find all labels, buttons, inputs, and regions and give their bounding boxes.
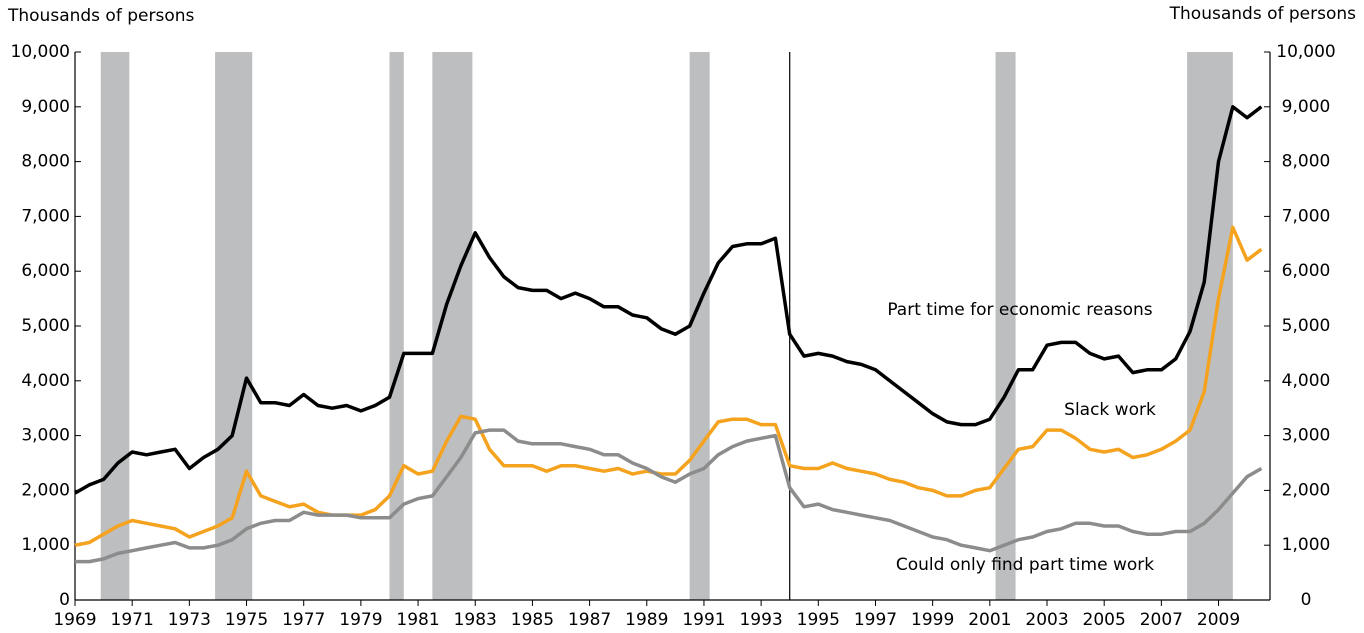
x-tick-label: 1989 <box>625 610 668 630</box>
x-tick-label: 1983 <box>454 610 497 630</box>
recession-band <box>432 52 473 600</box>
y-tick-label: 6,000 <box>21 261 70 281</box>
x-tick-label: 2009 <box>1197 610 1240 630</box>
x-tick-label: 1991 <box>682 610 725 630</box>
y-tick-label: 7,000 <box>21 206 70 226</box>
x-tick-label: 2003 <box>1025 610 1068 630</box>
x-tick-label: 1971 <box>111 610 154 630</box>
x-tick-label: 1997 <box>854 610 897 630</box>
y-tick-label: 4,000 <box>21 371 70 391</box>
y2-tick-label: 7,000 <box>1282 206 1331 226</box>
y-tick-label: 10,000 <box>11 42 70 62</box>
y-tick-label: 5,000 <box>21 316 70 336</box>
recession-band <box>1187 52 1233 600</box>
y-tick-label: 2,000 <box>21 480 70 500</box>
y2-tick-label: 5,000 <box>1282 316 1331 336</box>
y-tick-label: 1,000 <box>21 535 70 555</box>
x-tick-label: 2005 <box>1083 610 1126 630</box>
series-label: Could only find part time work <box>896 555 1154 575</box>
series-line <box>74 225 1263 547</box>
y2-tick-label: 1,000 <box>1282 535 1331 555</box>
y-tick-label: 9,000 <box>21 97 70 117</box>
y2-tick-label: 9,000 <box>1282 97 1331 117</box>
series-label: Slack work <box>1064 400 1156 420</box>
y-axis-label: Thousands of persons <box>7 6 194 26</box>
x-tick-label: 2001 <box>968 610 1011 630</box>
y2-tick-label: 6,000 <box>1282 261 1331 281</box>
series-label: Part time for economic reasons <box>887 300 1152 320</box>
x-tick-label: 1985 <box>511 610 554 630</box>
y2-tick-label: 0 <box>1301 590 1312 610</box>
x-tick-label: 1969 <box>53 610 96 630</box>
x-tick-label: 1993 <box>739 610 782 630</box>
x-tick-label: 1987 <box>568 610 611 630</box>
x-tick-label: 1999 <box>911 610 954 630</box>
series-line <box>74 105 1263 495</box>
x-tick-label: 2007 <box>1140 610 1183 630</box>
x-tick-label: 1979 <box>339 610 382 630</box>
x-tick-label: 1977 <box>282 610 325 630</box>
x-tick-label: 1995 <box>797 610 840 630</box>
y2-tick-label: 8,000 <box>1282 152 1331 172</box>
x-tick-label: 1975 <box>225 610 268 630</box>
y2-axis-label: Thousands of persons <box>1169 4 1356 24</box>
y-tick-label: 8,000 <box>21 152 70 172</box>
x-tick-label: 1981 <box>396 610 439 630</box>
y2-tick-label: 4,000 <box>1282 371 1331 391</box>
y2-tick-label: 10,000 <box>1276 42 1335 62</box>
y2-tick-label: 2,000 <box>1282 480 1331 500</box>
recession-band <box>389 52 404 600</box>
y-tick-label: 3,000 <box>21 426 70 446</box>
recession-band <box>689 52 710 600</box>
series-line <box>75 428 1263 564</box>
recession-band <box>100 52 130 600</box>
recession-band <box>995 52 1016 600</box>
x-tick-label: 1973 <box>168 610 211 630</box>
y2-tick-label: 3,000 <box>1282 426 1331 446</box>
y-tick-label: 0 <box>59 590 70 610</box>
